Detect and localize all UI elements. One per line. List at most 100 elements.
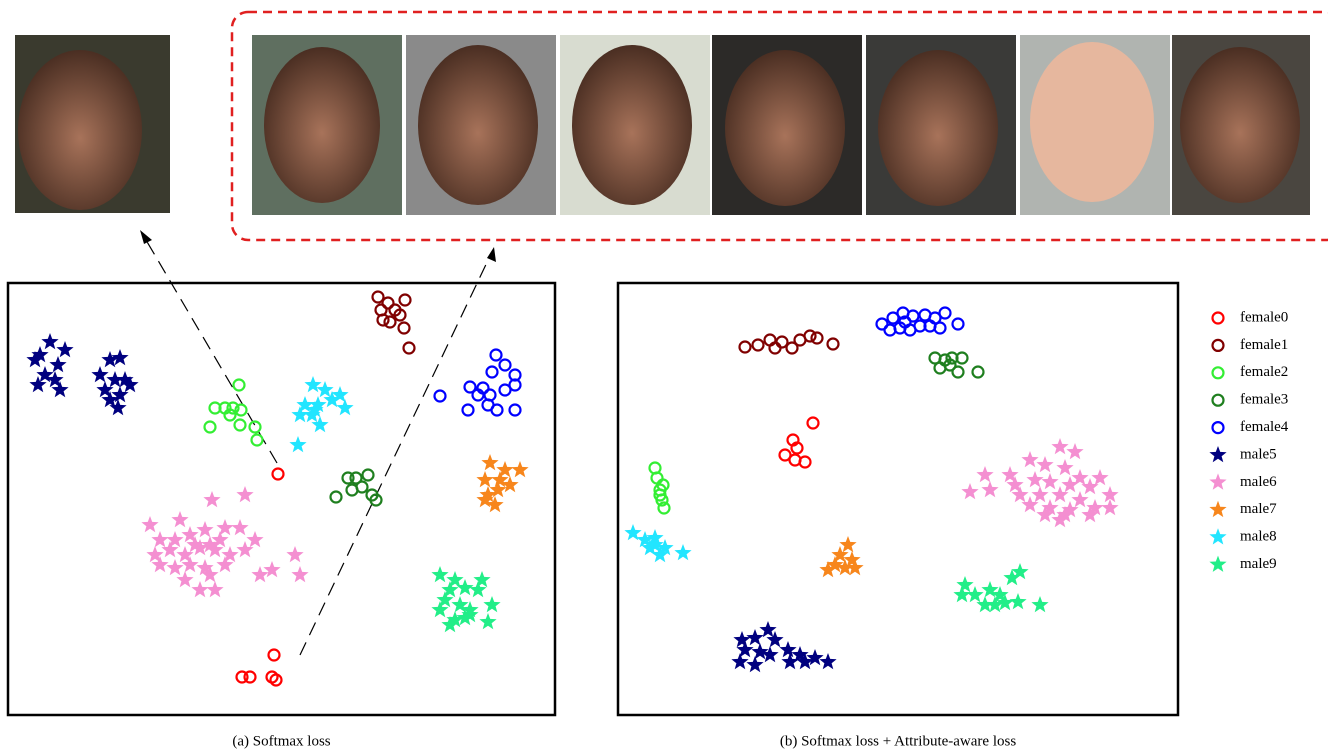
star-point bbox=[431, 566, 448, 582]
star-point bbox=[1021, 451, 1038, 467]
legend-label: female1 bbox=[1240, 337, 1288, 353]
figure: (a) Softmax loss (b) Softmax loss + Attri… bbox=[0, 0, 1328, 755]
circle-point bbox=[252, 435, 263, 446]
legend-marker bbox=[1213, 422, 1224, 433]
circle-point bbox=[399, 323, 410, 334]
caption: (a) Softmax loss bbox=[232, 733, 330, 749]
star-point bbox=[191, 581, 208, 597]
circle-point bbox=[385, 317, 396, 328]
star-point bbox=[151, 531, 168, 547]
star-point bbox=[91, 366, 108, 382]
star-point bbox=[203, 491, 220, 507]
legend-marker bbox=[1213, 367, 1224, 378]
star-point bbox=[1056, 459, 1073, 475]
star-point bbox=[236, 486, 253, 502]
star-point bbox=[479, 613, 496, 629]
arrow-head bbox=[140, 230, 152, 244]
star-point bbox=[956, 576, 973, 592]
plot-frame bbox=[8, 283, 555, 715]
star-point bbox=[746, 629, 763, 645]
star-point bbox=[1026, 471, 1043, 487]
circle-point bbox=[753, 340, 764, 351]
star-point bbox=[41, 333, 58, 349]
star-point bbox=[101, 351, 118, 367]
star-point bbox=[779, 641, 796, 657]
circle-point bbox=[269, 650, 280, 661]
query-photo bbox=[15, 35, 170, 213]
legend-marker bbox=[1213, 313, 1224, 324]
legend-label: female3 bbox=[1240, 392, 1288, 408]
star-point bbox=[1031, 486, 1048, 502]
legend-label: male6 bbox=[1240, 474, 1277, 490]
star-point bbox=[1031, 596, 1048, 612]
circle-point bbox=[363, 470, 374, 481]
legend-marker bbox=[1209, 528, 1226, 544]
star-point bbox=[1081, 478, 1098, 494]
star-point bbox=[196, 521, 213, 537]
star-point bbox=[476, 471, 493, 487]
circle-point bbox=[234, 380, 245, 391]
circle-point bbox=[953, 367, 964, 378]
star-point bbox=[674, 544, 691, 560]
legend-label: female0 bbox=[1240, 309, 1288, 325]
star-point bbox=[1051, 438, 1068, 454]
circle-point bbox=[812, 333, 823, 344]
star-point bbox=[473, 571, 490, 587]
star-point bbox=[171, 511, 188, 527]
star-point bbox=[166, 559, 183, 575]
circle-point bbox=[404, 343, 415, 354]
star-point bbox=[961, 483, 978, 499]
star-point bbox=[481, 454, 498, 470]
star-point bbox=[206, 581, 223, 597]
star-point bbox=[1066, 443, 1083, 459]
star-point bbox=[263, 561, 280, 577]
star-point bbox=[289, 436, 306, 452]
star-point bbox=[981, 481, 998, 497]
legend-marker bbox=[1213, 340, 1224, 351]
circle-point bbox=[331, 492, 342, 503]
circle-point bbox=[491, 350, 502, 361]
legend-marker bbox=[1213, 395, 1224, 406]
circle-point bbox=[500, 360, 511, 371]
star-point bbox=[286, 546, 303, 562]
star-point bbox=[1041, 473, 1058, 489]
star-point bbox=[733, 631, 750, 647]
star-point bbox=[731, 653, 748, 669]
star-point bbox=[56, 341, 73, 357]
star-point bbox=[336, 399, 353, 415]
circle-point bbox=[235, 420, 246, 431]
legend-marker bbox=[1209, 556, 1226, 572]
gallery-photos bbox=[252, 35, 1310, 215]
caption: (b) Softmax loss + Attribute-aware loss bbox=[780, 733, 1017, 749]
star-point bbox=[1009, 593, 1026, 609]
circle-point bbox=[487, 367, 498, 378]
circle-point bbox=[828, 339, 839, 350]
arrow-head bbox=[487, 247, 496, 262]
star-point bbox=[761, 646, 778, 662]
circle-point bbox=[510, 405, 521, 416]
circle-point bbox=[273, 469, 284, 480]
circle-point bbox=[347, 485, 358, 496]
legend-label: male7 bbox=[1240, 501, 1277, 517]
circle-point bbox=[400, 295, 411, 306]
star-point bbox=[511, 461, 528, 477]
star-point bbox=[291, 566, 308, 582]
star-point bbox=[746, 656, 763, 672]
star-point bbox=[304, 376, 321, 392]
legend-label: female4 bbox=[1240, 419, 1289, 435]
legend-marker bbox=[1209, 473, 1226, 489]
legend-marker bbox=[1209, 446, 1226, 462]
circle-point bbox=[953, 319, 964, 330]
circle-point bbox=[205, 422, 216, 433]
star-point bbox=[1071, 491, 1088, 507]
star-point bbox=[751, 643, 768, 659]
star-point bbox=[1036, 456, 1053, 472]
legend-label: male9 bbox=[1240, 556, 1277, 572]
star-point bbox=[1101, 499, 1118, 515]
legend-label: male8 bbox=[1240, 529, 1277, 545]
star-point bbox=[49, 356, 66, 372]
circle-point bbox=[250, 422, 261, 433]
circle-point bbox=[805, 331, 816, 342]
star-point bbox=[231, 519, 248, 535]
star-point bbox=[216, 519, 233, 535]
